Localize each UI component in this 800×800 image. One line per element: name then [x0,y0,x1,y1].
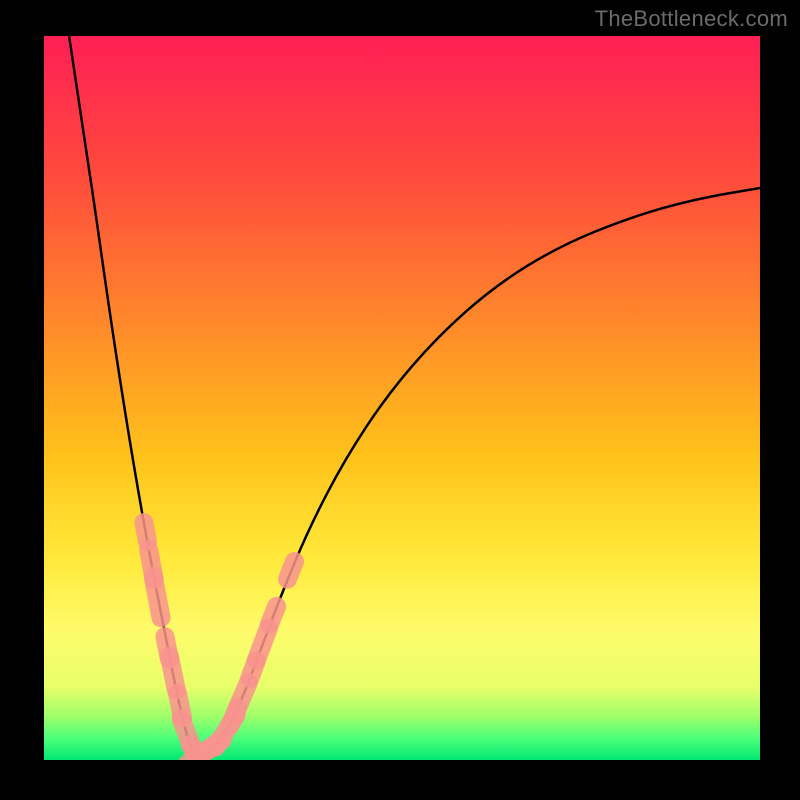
watermark-label: TheBottleneck.com [595,6,788,32]
gradient-background [44,36,760,760]
data-marker [288,561,295,579]
data-marker [153,577,161,618]
data-marker [144,523,148,542]
plot-area [44,36,760,760]
chart-svg [44,36,760,760]
data-marker [270,606,277,624]
chart-wrapper: TheBottleneck.com [0,0,800,800]
